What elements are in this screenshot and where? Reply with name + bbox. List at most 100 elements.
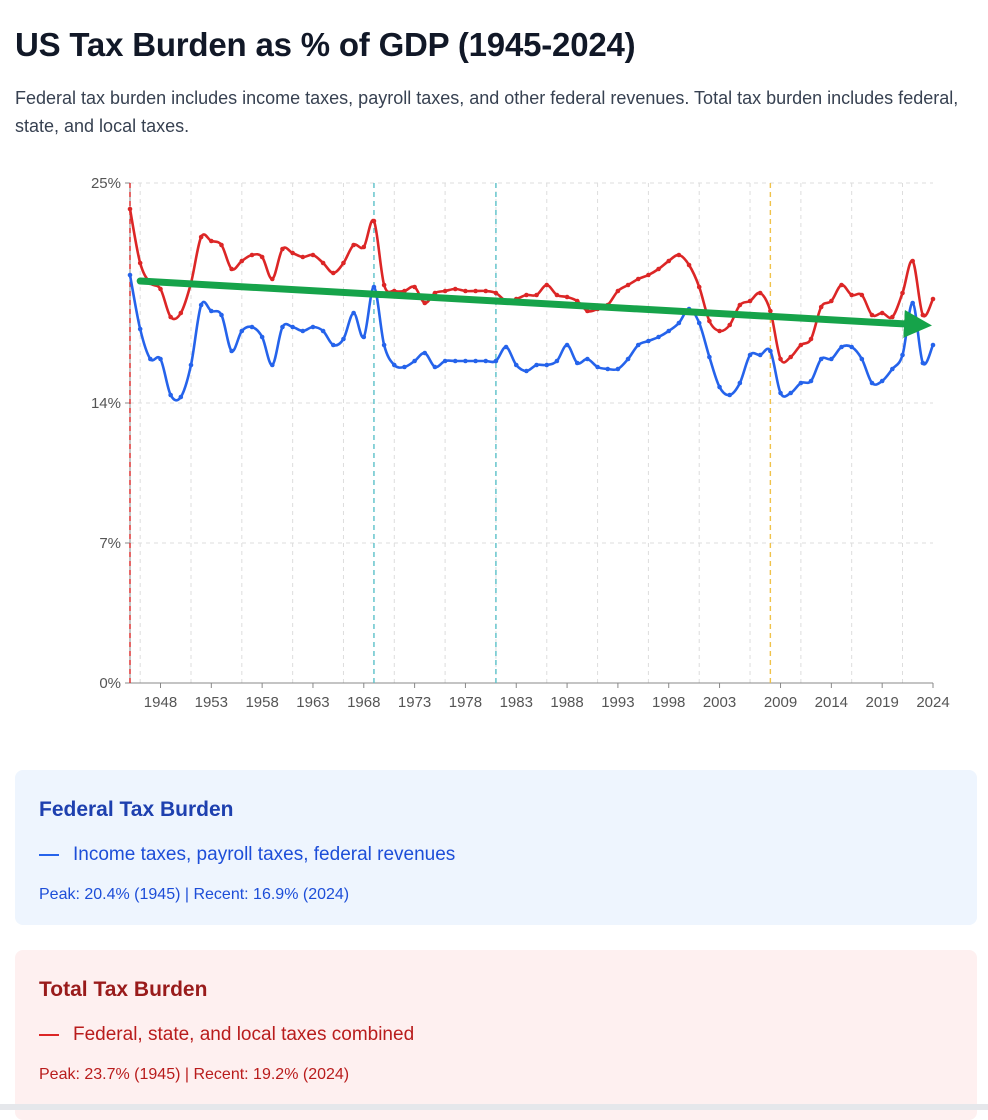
federal-data-point (666, 329, 671, 334)
total-data-point (860, 293, 865, 298)
federal-data-point (829, 357, 834, 362)
federal-data-point (229, 349, 234, 354)
federal-data-point (250, 325, 255, 330)
federal-data-point (788, 391, 793, 396)
total-data-point (727, 323, 732, 328)
federal-data-point (128, 273, 133, 278)
total-data-point (910, 259, 915, 264)
federal-data-point (412, 359, 417, 364)
federal-data-point (433, 365, 438, 370)
federal-data-point (209, 309, 214, 314)
federal-data-point (199, 303, 204, 308)
y-tick-label: 7% (99, 535, 121, 552)
total-data-point (463, 289, 468, 294)
y-tick-label: 0% (99, 675, 121, 692)
federal-data-point (819, 357, 824, 362)
federal-data-point (443, 359, 448, 364)
horizontal-scrollbar[interactable] (0, 1104, 988, 1110)
federal-data-point (799, 381, 804, 386)
federal-data-point (453, 359, 458, 364)
federal-data-point (646, 339, 651, 344)
total-data-point (209, 239, 214, 244)
federal-data-point (778, 391, 783, 396)
federal-data-point (717, 385, 722, 390)
total-data-point (697, 285, 702, 290)
total-data-point (565, 295, 570, 300)
federal-data-point (148, 357, 153, 362)
trend-arrow (140, 281, 911, 324)
total-data-point (555, 293, 560, 298)
total-data-point (524, 293, 529, 298)
x-tick-label: 2024 (916, 694, 949, 711)
federal-data-point (422, 351, 427, 356)
federal-data-point (219, 313, 224, 318)
total-data-point (361, 245, 366, 250)
x-tick-label: 1993 (601, 694, 634, 711)
total-data-point (636, 277, 641, 282)
federal-card-description-text: Income taxes, payroll taxes, federal rev… (73, 844, 455, 866)
total-data-point (453, 287, 458, 292)
total-card-description-text: Federal, state, and local taxes combined (73, 1024, 414, 1046)
federal-data-point (290, 325, 295, 330)
x-tick-label: 1963 (296, 694, 329, 711)
federal-data-point (921, 361, 926, 366)
total-data-point (758, 291, 763, 296)
total-data-point (839, 283, 844, 288)
total-data-point (168, 315, 173, 320)
total-card-stats: Peak: 23.7% (1945) | Recent: 19.2% (2024… (39, 1066, 953, 1084)
total-data-point (179, 311, 184, 316)
x-tick-label: 1968 (347, 694, 380, 711)
total-data-point (341, 261, 346, 266)
x-tick-label: 1958 (245, 694, 278, 711)
total-line-swatch-icon (39, 1034, 59, 1036)
federal-data-point (860, 357, 865, 362)
federal-data-point (483, 359, 488, 364)
total-data-point (321, 261, 326, 266)
x-tick-label: 1998 (652, 694, 685, 711)
federal-data-point (595, 365, 600, 370)
total-data-point (422, 301, 427, 306)
x-tick-label: 1983 (500, 694, 533, 711)
federal-data-point (311, 325, 316, 330)
total-data-point (788, 355, 793, 360)
total-data-point (351, 243, 356, 248)
total-data-point (138, 261, 143, 266)
tax-burden-chart: 0% 7% 14% 25% 1948 1953 1958 1963 1968 1973 1978 19… (0, 160, 988, 720)
federal-data-point (372, 285, 377, 290)
total-data-point (229, 267, 234, 272)
federal-data-point (138, 327, 143, 332)
total-data-point (128, 207, 133, 212)
federal-data-point (179, 395, 184, 400)
federal-card-title: Federal Tax Burden (39, 798, 953, 822)
federal-data-point (636, 343, 641, 348)
federal-data-point (402, 365, 407, 370)
federal-data-point (168, 393, 173, 398)
federal-data-point (809, 379, 814, 384)
federal-data-point (738, 381, 743, 386)
federal-data-point (361, 335, 366, 340)
federal-data-point (910, 301, 915, 306)
total-data-point (738, 303, 743, 308)
federal-data-point (605, 367, 610, 372)
federal-data-point (494, 359, 499, 364)
total-data-point (199, 235, 204, 240)
total-data-point (240, 259, 245, 264)
federal-data-point (514, 363, 519, 368)
federal-data-point (707, 355, 712, 360)
federal-data-point (240, 329, 245, 334)
federal-data-point (900, 353, 905, 358)
total-data-point (443, 289, 448, 294)
federal-data-point (768, 349, 773, 354)
x-tick-label: 1948 (144, 694, 177, 711)
total-data-point (880, 311, 885, 316)
federal-data-point (748, 353, 753, 358)
federal-data-point (727, 393, 732, 398)
federal-data-point (504, 345, 509, 350)
federal-data-point (890, 367, 895, 372)
total-data-point (270, 277, 275, 282)
federal-data-point (260, 335, 265, 340)
total-data-point (544, 283, 549, 288)
federal-data-point (534, 363, 539, 368)
page-title: US Tax Burden as % of GDP (1945-2024) (15, 26, 635, 64)
total-data-point (616, 289, 621, 294)
